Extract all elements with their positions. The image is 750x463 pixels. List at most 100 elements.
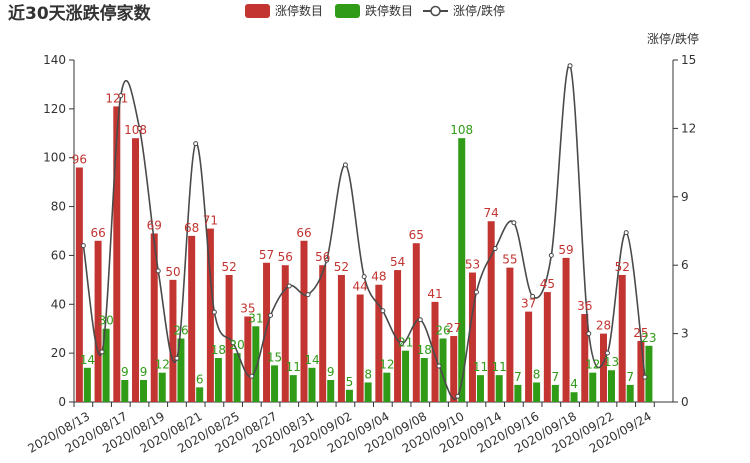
limit-up-bar	[525, 311, 533, 402]
limit-down-bar	[645, 345, 653, 402]
limit-up-bar	[543, 292, 551, 402]
limit-down-bar	[158, 372, 166, 402]
ratio-point	[604, 350, 610, 356]
limit-up-bar	[562, 257, 570, 402]
limit-up-bar	[356, 294, 364, 402]
limit-up-bar	[581, 314, 589, 402]
limit-down-bar	[514, 384, 522, 402]
limit-up-bar	[637, 340, 645, 402]
limit-down-bar	[402, 350, 410, 402]
ratio-point	[230, 340, 236, 346]
limit-up-bar	[375, 284, 383, 402]
limit-up-value-label: 96	[72, 152, 87, 166]
limit-up-value-label: 74	[484, 206, 499, 220]
limit-up-value-label: 59	[558, 243, 573, 257]
left-y-tick-label: 100	[43, 151, 66, 165]
limit-down-value-label: 15	[267, 350, 282, 364]
limit-down-bar	[252, 326, 260, 402]
limit-down-value-label: 7	[514, 370, 522, 384]
legend-swatch[interactable]	[245, 4, 270, 18]
limit-down-value-label: 4	[570, 377, 578, 391]
ratio-point	[361, 274, 367, 280]
limit-down-value-label: 14	[304, 353, 319, 367]
limit-down-bar	[533, 382, 541, 402]
limit-down-value-label: 31	[248, 311, 263, 325]
legend-label[interactable]: 涨停/跌停	[453, 3, 505, 18]
ratio-point	[174, 355, 180, 361]
limit-up-value-label: 50	[165, 265, 180, 279]
limit-down-value-label: 9	[121, 365, 129, 379]
legend: 涨停数目 跌停数目 涨停/跌停	[245, 3, 505, 18]
ratio-point	[511, 220, 517, 226]
left-y-tick-label: 140	[43, 53, 66, 67]
limit-down-value-label: 18	[211, 343, 226, 357]
limit-up-value-label: 55	[502, 253, 517, 267]
limit-up-value-label: 27	[446, 321, 461, 335]
limit-down-value-label: 23	[641, 331, 656, 345]
limit-up-bar	[113, 106, 121, 403]
ratio-point	[492, 246, 498, 252]
limit-down-value-label: 11	[286, 360, 301, 374]
ratio-point	[399, 340, 405, 346]
left-y-tick-label: 0	[58, 395, 66, 409]
limit-down-value-label: 11	[492, 360, 507, 374]
limit-down-value-label: 5	[346, 375, 354, 389]
limit-down-bar	[420, 358, 428, 402]
legend-label[interactable]: 涨停数目	[275, 3, 323, 18]
limit-up-bar	[94, 240, 102, 402]
limit-down-value-label: 13	[604, 355, 619, 369]
limit-up-value-label: 45	[540, 277, 555, 291]
ratio-point	[380, 308, 386, 314]
limit-up-bar	[244, 316, 252, 402]
limit-down-value-label: 30	[98, 314, 113, 328]
limit-down-value-label: 12	[585, 358, 600, 372]
limit-down-bar	[364, 382, 372, 402]
limit-down-bar	[196, 387, 204, 402]
limit-up-value-label: 37	[521, 297, 536, 311]
limit-up-value-label: 52	[334, 260, 349, 274]
ratio-point	[249, 373, 255, 379]
chart-title: 近30天涨跌停家数	[8, 3, 152, 24]
limit-down-value-label: 8	[364, 367, 372, 381]
limit-down-value-label: 18	[417, 343, 432, 357]
limit-down-value-label: 9	[140, 365, 148, 379]
limit-up-value-label: 35	[240, 302, 255, 316]
limit-up-bar	[281, 265, 289, 402]
left-y-tick-label: 80	[51, 200, 66, 214]
limit-up-value-label: 48	[371, 270, 386, 284]
limit-down-bar	[214, 358, 222, 402]
limit-down-bar	[308, 367, 316, 402]
limit-up-value-label: 65	[409, 228, 424, 242]
limit-down-bar	[271, 365, 279, 402]
right-y-tick-label: 3	[681, 327, 689, 341]
ratio-point	[305, 292, 311, 298]
right-y-tick-label: 0	[681, 395, 689, 409]
limit-up-value-label: 69	[147, 218, 162, 232]
ratio-point	[99, 349, 105, 355]
right-y-tick-label: 15	[681, 53, 696, 67]
limit-down-bar	[102, 328, 110, 402]
legend-swatch[interactable]	[335, 4, 360, 18]
limit-down-bar	[383, 372, 391, 402]
limit-down-bar	[551, 384, 559, 402]
right-axis-name: 涨停/跌停	[647, 31, 699, 46]
limit-down-bar	[289, 375, 297, 402]
ratio-point	[118, 93, 124, 99]
limit-up-bar	[132, 138, 140, 402]
limit-down-bar	[495, 375, 503, 402]
limit-up-value-label: 44	[353, 280, 368, 294]
limit-up-bar	[487, 221, 495, 402]
limit-up-bar	[206, 228, 214, 402]
limit-up-bar	[450, 336, 458, 402]
legend-label[interactable]: 跌停数目	[365, 3, 413, 18]
limit-up-bar	[169, 279, 177, 402]
ratio-point	[473, 289, 479, 295]
limit-down-bar	[140, 380, 148, 402]
limit-up-bar	[468, 272, 476, 402]
limit-down-bar	[607, 370, 615, 402]
limit-up-value-label: 68	[184, 221, 199, 235]
limit-up-value-label: 52	[615, 260, 630, 274]
ratio-point	[455, 393, 461, 399]
limit-down-bar	[476, 375, 484, 402]
legend-marker	[430, 5, 441, 17]
